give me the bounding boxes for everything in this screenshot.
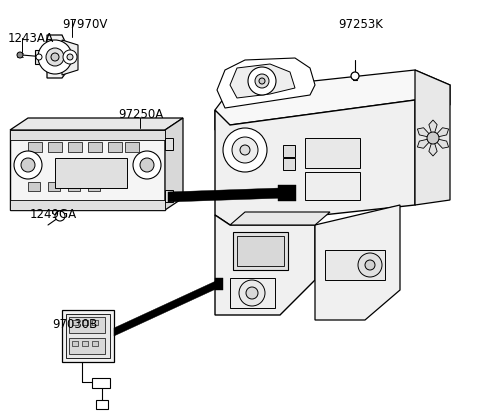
Bar xyxy=(108,142,122,152)
Bar xyxy=(66,314,110,358)
Circle shape xyxy=(51,53,59,61)
Text: 1249GA: 1249GA xyxy=(30,208,77,221)
Circle shape xyxy=(239,280,265,306)
Bar xyxy=(72,320,78,325)
Bar xyxy=(283,145,295,157)
Bar xyxy=(10,130,165,140)
Polygon shape xyxy=(47,35,68,78)
Polygon shape xyxy=(418,138,433,148)
Polygon shape xyxy=(168,188,285,202)
Polygon shape xyxy=(62,40,78,75)
Polygon shape xyxy=(165,118,183,210)
Bar xyxy=(82,341,88,346)
Bar xyxy=(125,142,139,152)
Bar xyxy=(69,317,105,333)
Bar xyxy=(68,182,80,191)
Bar xyxy=(92,378,110,388)
Bar xyxy=(305,138,360,168)
Circle shape xyxy=(358,253,382,277)
Polygon shape xyxy=(315,205,400,320)
Bar xyxy=(69,338,105,354)
Bar xyxy=(88,142,102,152)
Circle shape xyxy=(232,137,258,163)
Bar xyxy=(48,182,60,191)
Polygon shape xyxy=(418,128,433,138)
Bar xyxy=(325,250,385,280)
Polygon shape xyxy=(114,280,218,336)
Bar xyxy=(230,278,275,308)
Polygon shape xyxy=(429,138,437,156)
Polygon shape xyxy=(433,128,449,138)
Polygon shape xyxy=(215,215,315,315)
Circle shape xyxy=(248,67,276,95)
Circle shape xyxy=(14,151,42,179)
Bar xyxy=(96,400,108,409)
Circle shape xyxy=(21,158,35,172)
Circle shape xyxy=(240,145,250,155)
Text: 97030B: 97030B xyxy=(52,318,97,331)
Polygon shape xyxy=(433,138,449,148)
Bar xyxy=(68,142,82,152)
Circle shape xyxy=(36,54,42,60)
Circle shape xyxy=(38,40,72,74)
Bar xyxy=(237,236,284,266)
Circle shape xyxy=(63,50,77,64)
Text: 97250A: 97250A xyxy=(118,108,163,121)
Circle shape xyxy=(223,128,267,172)
Bar xyxy=(55,158,127,188)
Circle shape xyxy=(255,74,269,88)
Polygon shape xyxy=(10,118,183,130)
Circle shape xyxy=(427,132,439,144)
Circle shape xyxy=(46,48,64,66)
Circle shape xyxy=(140,158,154,172)
Circle shape xyxy=(17,52,23,58)
Text: 1243AA: 1243AA xyxy=(8,32,54,45)
Circle shape xyxy=(259,78,265,84)
Bar xyxy=(233,232,288,270)
Bar xyxy=(165,190,173,202)
Bar xyxy=(88,182,100,191)
Polygon shape xyxy=(215,100,415,225)
Bar xyxy=(283,158,295,170)
Circle shape xyxy=(365,260,375,270)
Bar xyxy=(278,185,296,201)
Text: 97253K: 97253K xyxy=(338,18,383,31)
Circle shape xyxy=(133,151,161,179)
Bar xyxy=(28,142,42,152)
Bar xyxy=(48,142,62,152)
Bar xyxy=(28,182,40,191)
Bar xyxy=(305,172,360,200)
Circle shape xyxy=(351,72,359,80)
Bar xyxy=(92,341,98,346)
Polygon shape xyxy=(415,70,450,205)
Bar xyxy=(92,320,98,325)
Circle shape xyxy=(55,211,65,221)
Polygon shape xyxy=(215,70,450,130)
Polygon shape xyxy=(230,212,330,225)
Polygon shape xyxy=(429,120,437,138)
Bar xyxy=(10,200,165,210)
Bar xyxy=(35,50,47,64)
Polygon shape xyxy=(217,58,315,108)
Circle shape xyxy=(246,287,258,299)
Text: 97970V: 97970V xyxy=(62,18,108,31)
Bar xyxy=(82,320,88,325)
Bar xyxy=(62,310,114,362)
Circle shape xyxy=(67,54,73,60)
Bar xyxy=(215,278,223,290)
Bar xyxy=(72,341,78,346)
Bar xyxy=(165,138,173,150)
Bar xyxy=(10,130,165,210)
Polygon shape xyxy=(230,64,295,98)
